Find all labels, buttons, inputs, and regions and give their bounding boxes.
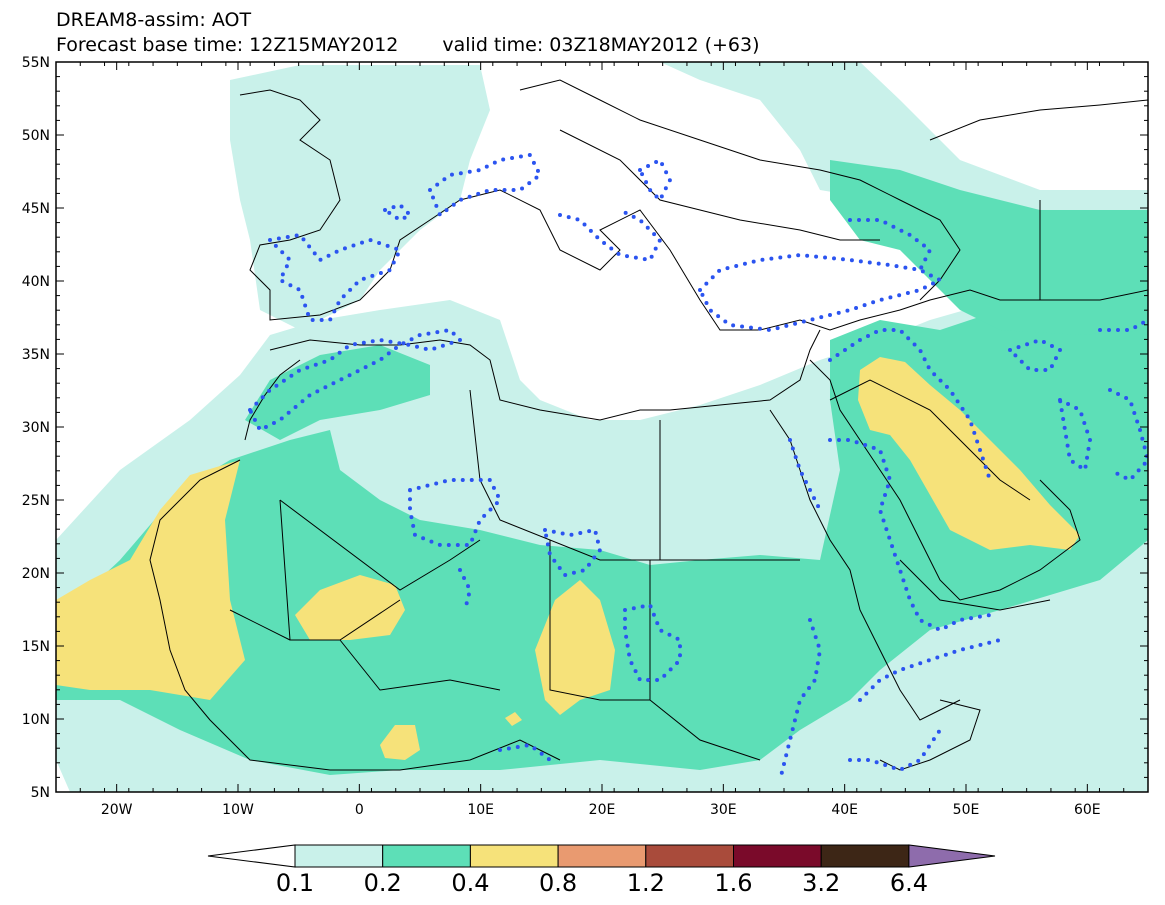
colorbar-label: 0.1 bbox=[276, 869, 314, 897]
colorbar-label: 0.8 bbox=[539, 869, 577, 897]
chart-subtitle: Forecast base time: 12Z15MAY2012 valid ti… bbox=[56, 35, 760, 55]
base-time: Forecast base time: 12Z15MAY2012 bbox=[56, 34, 399, 56]
lon-tick-label: 20W bbox=[101, 802, 133, 818]
colorbar-swatch bbox=[294, 844, 384, 868]
aot-0.2-region-caspian bbox=[830, 160, 1148, 335]
lat-tick-label: 20N bbox=[22, 566, 50, 582]
dotted-contours bbox=[247, 152, 1148, 782]
lon-tick-label: 0 bbox=[355, 802, 364, 818]
lat-tick-label: 15N bbox=[22, 639, 50, 655]
aot-0.4-region-west-africa bbox=[56, 460, 245, 700]
colorbar-swatch bbox=[820, 844, 910, 868]
chart-title: DREAM8-assim: AOT bbox=[56, 9, 252, 31]
lon-tick-label: 30E bbox=[710, 802, 737, 818]
lon-tick-label: 40E bbox=[831, 802, 858, 818]
colorbar-swatch bbox=[382, 844, 471, 868]
lon-tick-label: 50E bbox=[953, 802, 980, 818]
colorbar-label: 0.4 bbox=[451, 869, 489, 897]
lat-tick-label: 25N bbox=[22, 493, 50, 509]
colorbar: 0.1 0.2 0.4 0.8 1.2 1.6 3.2 6.4 bbox=[207, 844, 996, 897]
lat-tick-label: 35N bbox=[22, 347, 50, 363]
lat-tick-label: 5N bbox=[31, 785, 50, 801]
colorbar-label: 1.6 bbox=[714, 869, 752, 897]
colorbar-label: 1.2 bbox=[627, 869, 665, 897]
aot-0.4-region-mali bbox=[295, 575, 405, 640]
colorbar-label: 0.2 bbox=[364, 869, 402, 897]
lon-tick-label: 10E bbox=[467, 802, 494, 818]
lat-tick-label: 45N bbox=[22, 201, 50, 217]
colorbar-swatch bbox=[557, 844, 647, 868]
aot-0.4-region-nigeria bbox=[380, 725, 420, 760]
valid-time: valid time: 03Z18MAY2012 (+63) bbox=[442, 34, 760, 56]
map-field bbox=[56, 62, 1148, 792]
aot-0.1-region-north bbox=[230, 65, 490, 330]
lat-tick-label: 50N bbox=[22, 128, 50, 144]
colorbar-label: 3.2 bbox=[802, 869, 840, 897]
land-outlines bbox=[149, 79, 1148, 771]
lat-tick-label: 40N bbox=[22, 274, 50, 290]
colorbar-max-arrow bbox=[908, 844, 996, 868]
lat-tick-label: 55N bbox=[22, 55, 50, 71]
aot-0.2-region-maghreb bbox=[245, 345, 430, 440]
aot-0.4-region-cameroon bbox=[505, 712, 522, 726]
colorbar-swatch bbox=[469, 844, 559, 868]
aot-0.4-region-chad bbox=[535, 580, 615, 715]
lon-tick-label: 60E bbox=[1074, 802, 1101, 818]
lon-tick-label: 10W bbox=[222, 802, 254, 818]
colorbar-swatch bbox=[733, 844, 822, 868]
aot-0.1-region-east bbox=[660, 62, 1148, 230]
lon-tick-label: 20E bbox=[589, 802, 616, 818]
axis-ticks: 55N 50N 45N 40N 35N 30N 25N 20N 15N 10N 5N 20W 10W 0 1… bbox=[22, 55, 1149, 818]
colorbar-min-arrow bbox=[207, 844, 296, 868]
aot-0.4-region-arabia bbox=[858, 357, 1080, 550]
colorbar-swatch bbox=[645, 844, 734, 868]
lat-tick-label: 30N bbox=[22, 420, 50, 436]
lat-tick-label: 10N bbox=[22, 712, 50, 728]
colorbar-label: 6.4 bbox=[890, 869, 928, 897]
